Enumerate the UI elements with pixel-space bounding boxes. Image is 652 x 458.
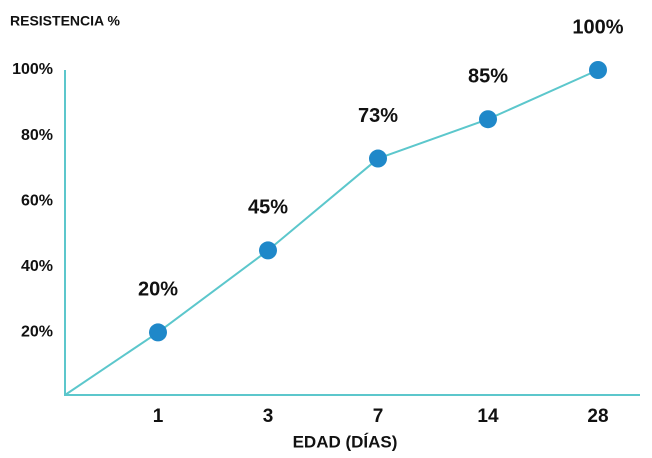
data-label: 85% bbox=[468, 65, 508, 87]
x-tick-label: 1 bbox=[153, 406, 164, 427]
data-point bbox=[479, 110, 497, 129]
x-tick-label: 28 bbox=[587, 406, 608, 427]
y-tick-label: 40% bbox=[21, 258, 53, 275]
y-tick-label: 20% bbox=[21, 324, 53, 341]
x-tick-label: 7 bbox=[373, 406, 384, 427]
x-tick-label: 3 bbox=[263, 406, 274, 427]
y-axis-title: RESISTENCIA % bbox=[10, 13, 120, 29]
x-axis-title: EDAD (DÍAS) bbox=[293, 432, 398, 451]
y-tick-label: 60% bbox=[21, 192, 53, 209]
data-label: 100% bbox=[572, 16, 623, 38]
x-tick-label: 14 bbox=[477, 406, 499, 427]
data-label: 20% bbox=[138, 279, 178, 301]
origin-connector bbox=[64, 331, 159, 396]
y-tick-label: 80% bbox=[21, 127, 53, 144]
data-label: 45% bbox=[248, 197, 288, 219]
data-point bbox=[369, 149, 387, 168]
data-point bbox=[589, 61, 607, 79]
data-point bbox=[149, 323, 167, 342]
data-point bbox=[259, 241, 277, 260]
y-tick-label: 100% bbox=[12, 61, 53, 78]
data-label: 73% bbox=[358, 105, 398, 127]
